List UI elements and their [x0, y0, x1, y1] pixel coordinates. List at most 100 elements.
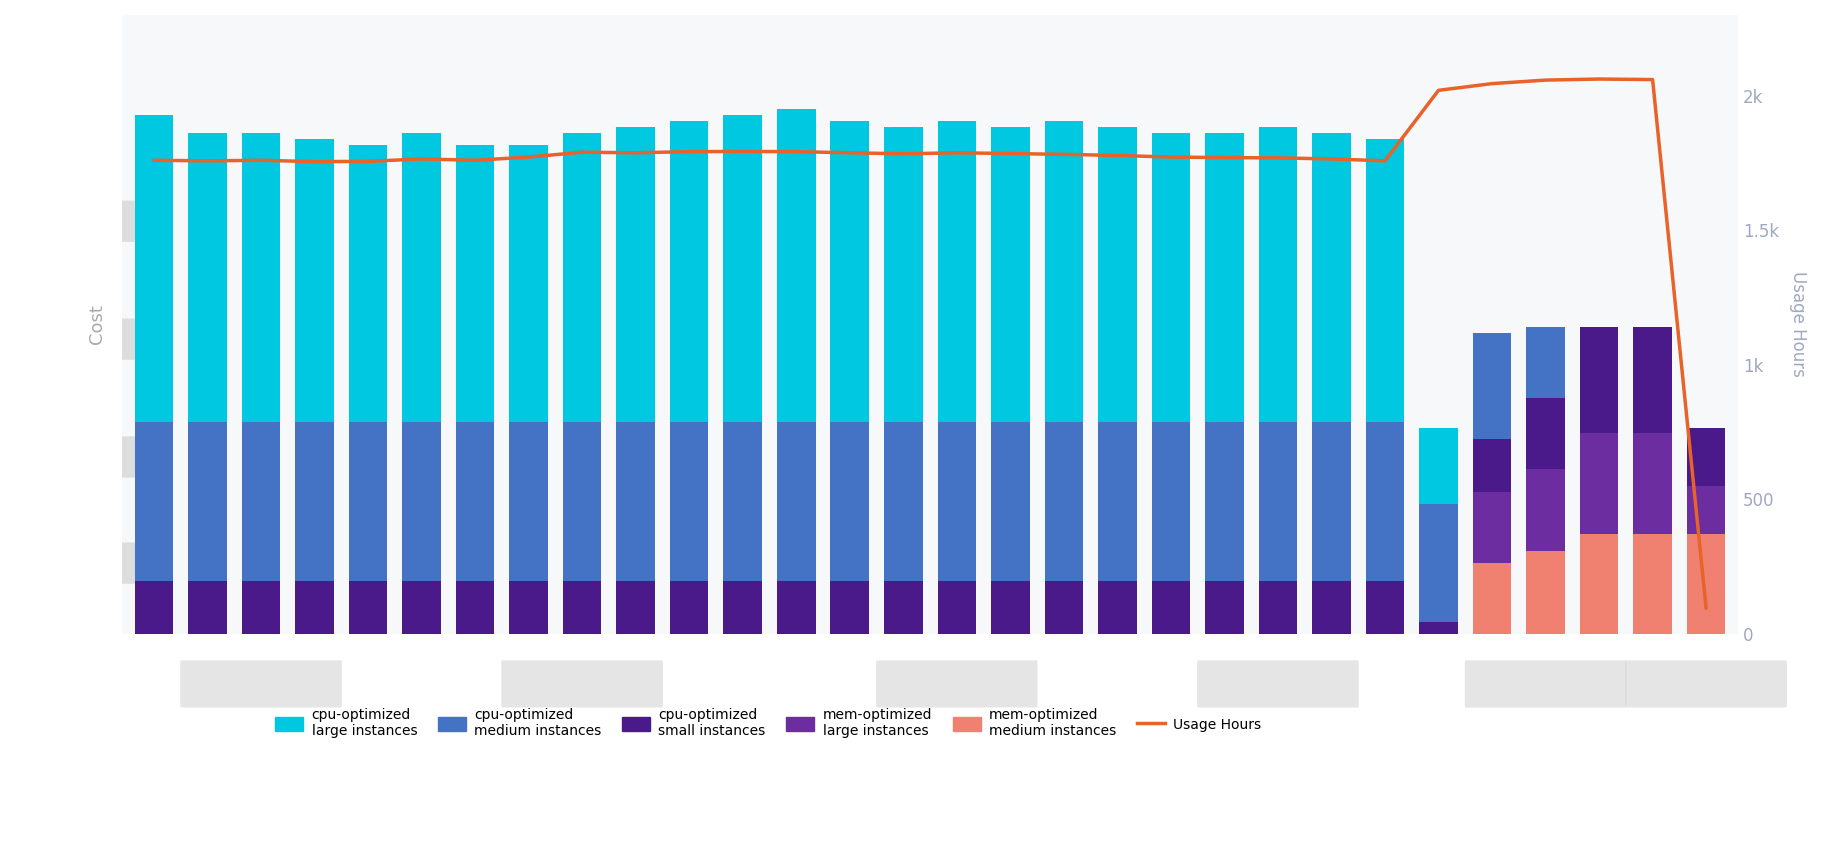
FancyBboxPatch shape: [1197, 661, 1359, 707]
Bar: [723, 115, 762, 422]
Bar: [1204, 422, 1244, 581]
Bar: [991, 422, 1029, 581]
Bar: [403, 581, 441, 634]
Bar: [831, 581, 869, 634]
Bar: [242, 133, 281, 422]
Bar: [831, 422, 869, 581]
Bar: [1152, 422, 1190, 581]
Bar: [135, 422, 173, 581]
Bar: [1259, 127, 1297, 422]
Bar: [938, 121, 977, 422]
Bar: [510, 145, 548, 422]
Bar: [1527, 551, 1565, 634]
Bar: [456, 145, 494, 422]
Bar: [1366, 581, 1405, 634]
Bar: [884, 581, 922, 634]
Bar: [776, 422, 816, 581]
Bar: [1419, 622, 1458, 634]
Bar: [616, 127, 654, 422]
Bar: [1527, 468, 1565, 551]
Bar: [1259, 581, 1297, 634]
Bar: [670, 422, 709, 581]
Bar: [1044, 581, 1082, 634]
Bar: [135, 581, 173, 634]
Bar: [991, 127, 1029, 422]
Bar: [456, 422, 494, 581]
Bar: [670, 121, 709, 422]
Bar: [1419, 428, 1458, 504]
Bar: [884, 127, 922, 422]
Bar: [1633, 534, 1673, 634]
Bar: [456, 581, 494, 634]
FancyBboxPatch shape: [1465, 661, 1627, 707]
Bar: [188, 422, 226, 581]
Bar: [1633, 327, 1673, 434]
Bar: [1472, 563, 1510, 634]
FancyBboxPatch shape: [501, 661, 663, 707]
Bar: [1472, 492, 1510, 563]
FancyBboxPatch shape: [1625, 661, 1787, 707]
Bar: [1152, 581, 1190, 634]
Bar: [348, 145, 388, 422]
Bar: [1472, 440, 1510, 492]
Bar: [1687, 486, 1725, 534]
Bar: [563, 133, 601, 422]
Bar: [295, 581, 333, 634]
Bar: [776, 109, 816, 422]
Bar: [1633, 434, 1673, 534]
Bar: [1527, 398, 1565, 468]
Bar: [1687, 534, 1725, 634]
FancyBboxPatch shape: [113, 542, 146, 584]
Bar: [1312, 133, 1350, 422]
Bar: [1312, 581, 1350, 634]
FancyBboxPatch shape: [113, 318, 146, 360]
Bar: [831, 121, 869, 422]
Bar: [1580, 327, 1618, 434]
Bar: [1099, 422, 1137, 581]
Bar: [1366, 139, 1405, 422]
Bar: [1687, 428, 1725, 486]
Y-axis label: Usage Hours: Usage Hours: [1789, 272, 1807, 378]
Bar: [1366, 422, 1405, 581]
Bar: [403, 422, 441, 581]
Bar: [510, 581, 548, 634]
FancyBboxPatch shape: [876, 661, 1037, 707]
FancyBboxPatch shape: [180, 661, 343, 707]
Bar: [403, 133, 441, 422]
FancyBboxPatch shape: [113, 436, 146, 478]
Bar: [135, 115, 173, 422]
Bar: [723, 422, 762, 581]
Bar: [1204, 133, 1244, 422]
Bar: [242, 581, 281, 634]
Bar: [670, 581, 709, 634]
Bar: [1259, 422, 1297, 581]
Bar: [1580, 534, 1618, 634]
Bar: [563, 581, 601, 634]
Bar: [1580, 434, 1618, 534]
FancyBboxPatch shape: [113, 201, 146, 242]
Bar: [723, 581, 762, 634]
Bar: [884, 422, 922, 581]
Bar: [1152, 133, 1190, 422]
Bar: [616, 422, 654, 581]
Bar: [1419, 504, 1458, 622]
Bar: [1099, 127, 1137, 422]
Bar: [348, 581, 388, 634]
Bar: [776, 581, 816, 634]
Bar: [188, 133, 226, 422]
Bar: [1472, 333, 1510, 440]
Bar: [938, 422, 977, 581]
Bar: [348, 422, 388, 581]
Bar: [510, 422, 548, 581]
Bar: [1204, 581, 1244, 634]
Y-axis label: Cost: Cost: [87, 304, 106, 345]
Bar: [188, 581, 226, 634]
Bar: [1312, 422, 1350, 581]
Bar: [616, 581, 654, 634]
Bar: [1527, 327, 1565, 398]
Bar: [242, 422, 281, 581]
Bar: [295, 139, 333, 422]
Bar: [295, 422, 333, 581]
Bar: [1099, 581, 1137, 634]
Bar: [1044, 422, 1082, 581]
